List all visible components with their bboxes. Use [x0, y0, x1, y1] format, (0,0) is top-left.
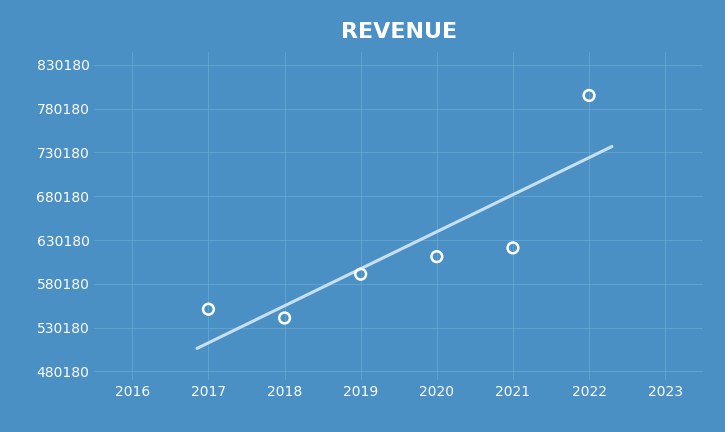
Point: [355, 271, 366, 278]
Title: REVENUE: REVENUE: [341, 22, 457, 42]
Point: [431, 253, 442, 260]
Point: [507, 245, 518, 251]
Point: [278, 314, 290, 321]
Point: [583, 92, 594, 99]
Point: [202, 306, 215, 313]
